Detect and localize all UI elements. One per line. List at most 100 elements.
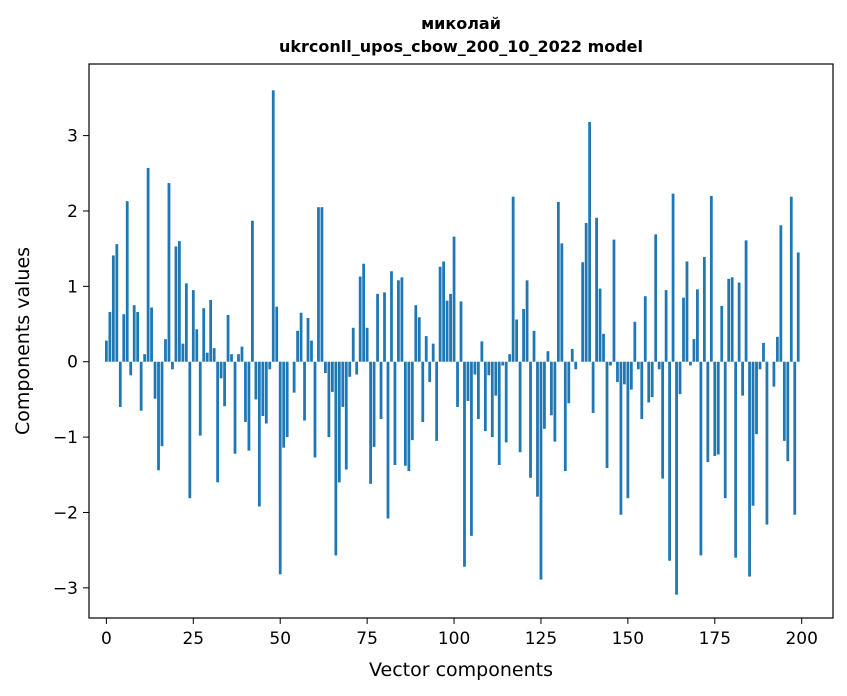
bar-153	[636, 361, 640, 370]
bar-105	[470, 361, 473, 536]
bar-80	[383, 292, 386, 362]
bar-132	[563, 361, 567, 472]
bar-25	[191, 290, 195, 362]
bar-22	[181, 343, 185, 362]
bar-76	[369, 361, 372, 484]
bar-70	[348, 361, 352, 377]
bar-20	[174, 246, 178, 362]
bar-91	[421, 361, 425, 423]
bar-157	[650, 361, 654, 398]
bar-45	[261, 361, 265, 416]
bar-178	[723, 361, 727, 499]
bar-189	[762, 342, 765, 362]
bar-42	[251, 220, 254, 362]
bar-12	[146, 168, 150, 362]
bar-13	[150, 307, 153, 362]
bar-77	[372, 361, 376, 447]
bar-101	[456, 361, 459, 407]
bar-27	[198, 361, 202, 436]
bar-64	[327, 361, 331, 438]
bar-73	[358, 276, 362, 362]
y-tick-label--2: −2	[53, 503, 78, 523]
bar-116	[508, 354, 512, 362]
bar-16	[160, 361, 164, 447]
x-tick-label-125: 125	[525, 629, 557, 649]
bar-106	[473, 361, 477, 375]
bar-172	[702, 256, 706, 362]
bar-98	[445, 300, 449, 362]
bar-84	[397, 280, 400, 362]
bar-174	[709, 195, 713, 362]
bar-93	[428, 361, 432, 383]
bar-165	[678, 361, 682, 395]
bar-175	[713, 361, 717, 456]
bar-0	[104, 340, 108, 362]
bar-170	[696, 289, 699, 362]
bar-192	[772, 361, 776, 387]
bar-159	[657, 361, 661, 370]
bar-8	[132, 305, 136, 362]
bar-110	[487, 361, 491, 376]
bar-68	[341, 361, 345, 407]
bar-2	[111, 255, 115, 362]
x-tick-label-200: 200	[785, 629, 817, 649]
bar-188	[758, 361, 762, 370]
bar-37	[233, 361, 237, 454]
bar-145	[609, 361, 612, 366]
x-tick-label-175: 175	[699, 629, 731, 649]
bar-104	[466, 361, 470, 401]
bar-131	[560, 243, 564, 362]
bar-102	[459, 301, 463, 362]
bar-190	[765, 361, 769, 525]
bar-9	[136, 311, 140, 362]
bar-185	[748, 361, 751, 577]
bar-180	[730, 277, 734, 362]
chart-title-line-2: ukrconll_upos_cbow_200_10_2022 model	[279, 37, 643, 56]
bar-177	[720, 305, 724, 362]
bar-198	[793, 361, 797, 515]
bar-44	[257, 361, 261, 507]
bar-97	[442, 261, 446, 362]
bar-66	[334, 361, 338, 556]
bar-79	[379, 361, 383, 420]
bar-94	[431, 343, 435, 362]
bar-143	[602, 333, 605, 362]
bar-182	[737, 282, 741, 362]
bar-109	[483, 361, 487, 432]
bar-199	[796, 252, 800, 362]
bar-156	[647, 361, 651, 403]
bar-18	[167, 183, 171, 362]
bar-125	[539, 361, 543, 580]
bar-187	[755, 361, 758, 435]
bar-113	[497, 361, 501, 465]
bar-161	[664, 290, 668, 362]
y-axis-label: Components values	[12, 247, 34, 435]
bar-121	[525, 280, 529, 362]
bar-32	[216, 361, 220, 483]
bar-23	[184, 283, 188, 362]
x-tick-label-100: 100	[438, 629, 470, 649]
bar-124	[536, 361, 539, 497]
bar-184	[744, 240, 748, 362]
bar-88	[410, 361, 414, 441]
x-axis-label: Vector components	[369, 659, 553, 681]
bar-115	[504, 361, 508, 443]
bar-81	[386, 361, 390, 519]
bar-60	[313, 361, 317, 458]
bar-151	[629, 361, 633, 390]
y-tick-label--1: −1	[53, 428, 78, 448]
chart-title-line-1: миколай	[421, 14, 501, 33]
bar-137	[581, 262, 585, 362]
bar-43	[254, 361, 258, 400]
bar-65	[330, 361, 334, 392]
bar-163	[671, 193, 675, 362]
bar-142	[598, 288, 602, 362]
y-tick-label-1: 1	[67, 277, 78, 297]
x-tick-label-50: 50	[269, 629, 291, 649]
bar-41	[247, 361, 251, 451]
bar-26	[195, 329, 199, 362]
bar-56	[299, 312, 303, 362]
bar-150	[626, 361, 630, 499]
bar-92	[424, 336, 428, 362]
